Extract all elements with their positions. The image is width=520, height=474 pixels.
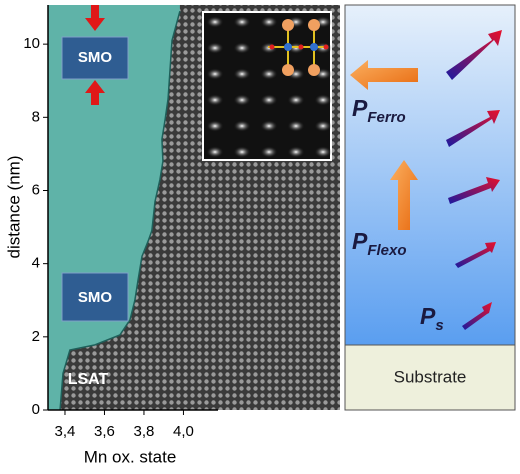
atom-blob: [206, 94, 224, 106]
x-tick-label: 3,8: [134, 423, 155, 440]
atom-blob: [287, 120, 305, 132]
polarization-arrow: [448, 177, 500, 204]
atom-blob: [233, 120, 251, 132]
atom-blob: [206, 120, 224, 132]
atom-blob: [260, 120, 278, 132]
atom-blob: [314, 94, 332, 106]
annotation: SMO: [78, 49, 113, 66]
x-axis-title: Mn ox. state: [84, 447, 177, 466]
atom-blob: [287, 146, 305, 158]
y-axis-title: distance (nm): [4, 156, 23, 259]
y-tick-label: 4: [32, 255, 40, 272]
polarization-arrow: [455, 242, 496, 268]
polarization-arrow: [462, 302, 492, 330]
atom-blob: [206, 16, 224, 28]
schematic: Substrate PFerro PFlexo Ps: [344, 4, 516, 411]
atom-blob: [206, 146, 224, 158]
symbol: P: [352, 95, 368, 121]
x-tick-label: 4,0: [173, 423, 194, 440]
atom-blob: [287, 94, 305, 106]
atom-blob: [260, 94, 278, 106]
atom-blob: [260, 68, 278, 80]
p-s-label: Ps: [420, 303, 444, 334]
atom-blob: [233, 94, 251, 106]
y-tick-label: 8: [32, 108, 40, 125]
area-edge: [59, 11, 181, 411]
symbol: P: [420, 303, 436, 329]
atom-blob: [206, 42, 224, 54]
smo-box: [61, 272, 129, 322]
atom-blob: [260, 146, 278, 158]
atom-blob: [314, 120, 332, 132]
subscript: s: [435, 317, 443, 334]
atom-blob: [260, 16, 278, 28]
inset: [202, 11, 332, 161]
smo-box: [61, 36, 129, 80]
annotation: SMO: [78, 289, 113, 306]
x-tick-label: 3,4: [55, 423, 76, 440]
p-ferro-label: PFerro: [352, 95, 406, 126]
substrate-label: Substrate: [394, 367, 467, 386]
y-tick-label: 0: [32, 401, 40, 418]
p-flexo-label: PFlexo: [352, 228, 407, 259]
subscript: Flexo: [367, 242, 406, 259]
atom-blob: [233, 42, 251, 54]
annotation: LSAT: [68, 371, 109, 388]
ferro-arrow: [350, 60, 418, 90]
atom-blob: [233, 68, 251, 80]
y-tick-label: 6: [32, 181, 40, 198]
strain-arrow: [85, 80, 105, 105]
flexo-arrow: [390, 160, 418, 230]
x-tick-label: 3,6: [94, 423, 115, 440]
atom-blob: [206, 68, 224, 80]
strain-arrow: [85, 5, 105, 31]
subscript: Ferro: [367, 109, 405, 126]
atom-blob: [314, 146, 332, 158]
symbol: P: [352, 228, 368, 254]
atom-blob: [233, 146, 251, 158]
atom-blob: [233, 16, 251, 28]
polarization-arrow: [446, 110, 500, 147]
y-tick-label: 10: [23, 35, 40, 52]
polarization-arrow: [446, 30, 502, 80]
y-tick-label: 2: [32, 328, 40, 345]
